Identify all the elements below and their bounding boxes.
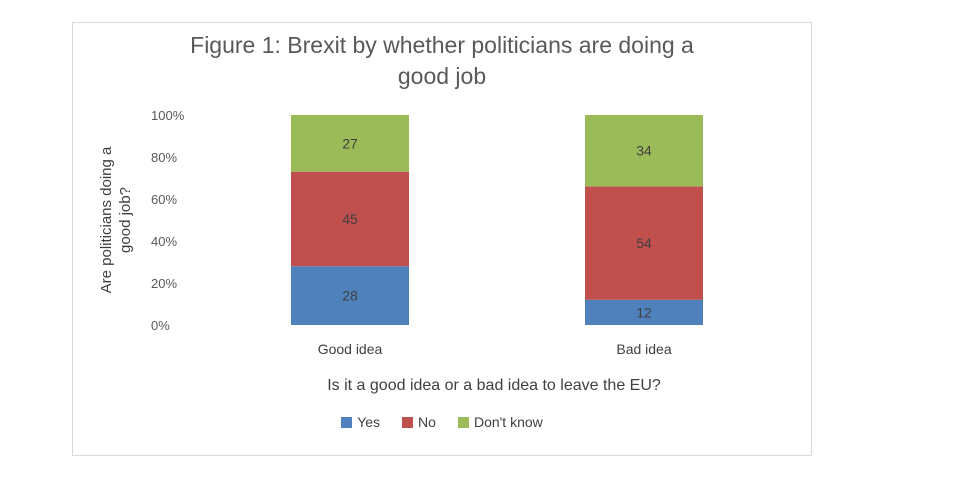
data-label: 54 xyxy=(636,235,652,251)
data-label: 45 xyxy=(342,211,358,227)
legend-swatch xyxy=(457,416,469,428)
y-axis-label-line-2: good job? xyxy=(117,187,134,253)
x-category-label: Good idea xyxy=(318,341,383,357)
chart-title-line-1: Figure 1: Brexit by whether politicians … xyxy=(190,32,694,58)
x-axis-label: Is it a good idea or a bad idea to leave… xyxy=(327,377,661,394)
data-label: 28 xyxy=(342,288,358,304)
chart-title-line-2: good job xyxy=(397,63,487,89)
y-tick-label: 40% xyxy=(151,234,177,249)
bar-segment xyxy=(291,171,409,267)
bar-segment xyxy=(585,186,703,300)
bar-segment xyxy=(585,115,703,187)
y-tick-label: 100% xyxy=(151,108,185,123)
legend-label: No xyxy=(418,414,436,430)
legend-item: No xyxy=(402,414,436,430)
y-tick-label: 0% xyxy=(151,318,170,333)
chart-title: Figure 1: Brexit by whether politicians … xyxy=(72,30,812,92)
legend-label: Don't know xyxy=(473,414,543,430)
x-category-label: Bad idea xyxy=(616,341,671,357)
legend-label: Yes xyxy=(357,414,381,430)
legend-swatch xyxy=(341,416,353,428)
legend: Yes No Don't know xyxy=(72,414,812,430)
legend-item: Yes xyxy=(341,414,380,430)
data-label: 12 xyxy=(636,304,652,320)
legend-item: Don't know xyxy=(457,414,543,430)
y-tick-label: 60% xyxy=(151,192,177,207)
bar-segment xyxy=(291,115,409,172)
y-axis-label-line-1: Are politicians doing a xyxy=(98,146,115,293)
legend-swatch xyxy=(402,416,414,428)
data-label: 34 xyxy=(636,143,652,159)
bar-segment xyxy=(585,299,703,325)
bar-segment xyxy=(291,266,409,325)
y-tick-label: 20% xyxy=(151,276,177,291)
y-tick-label: 80% xyxy=(151,150,177,165)
data-label: 27 xyxy=(342,135,358,151)
